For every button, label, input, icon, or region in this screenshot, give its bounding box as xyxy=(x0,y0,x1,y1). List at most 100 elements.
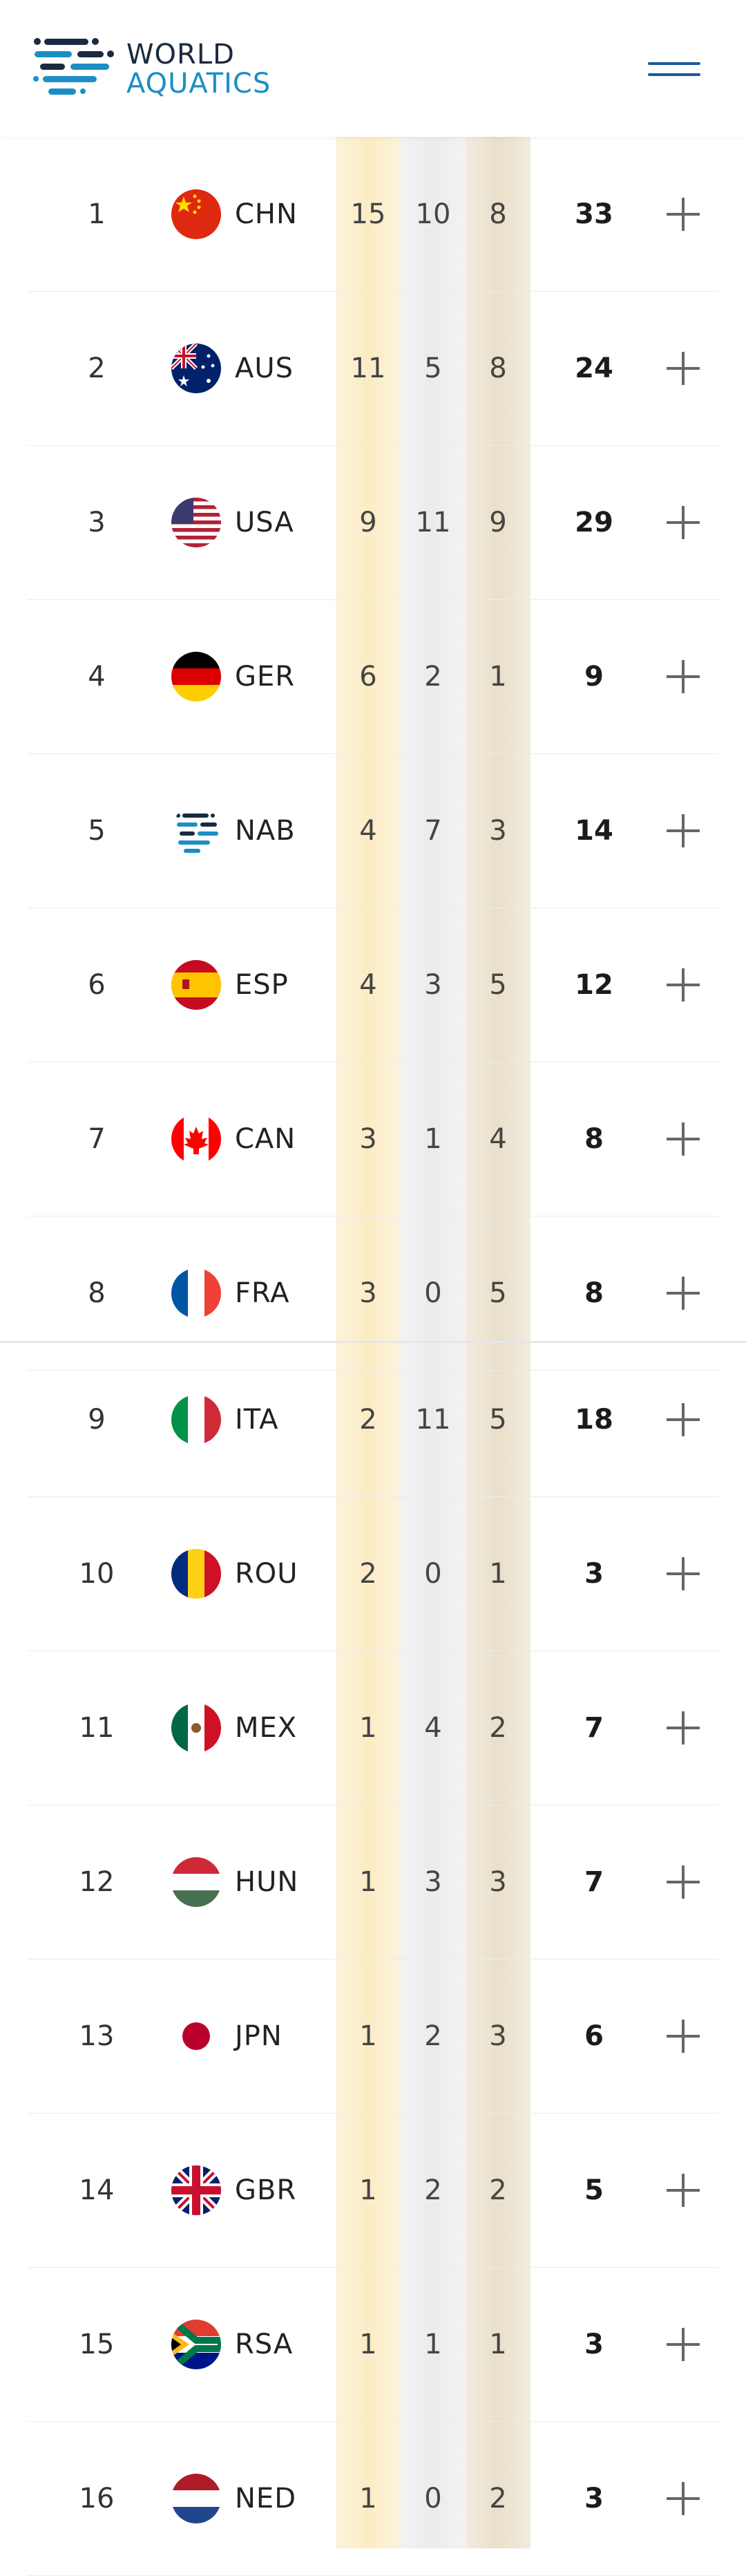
country-code: JPN xyxy=(235,2020,283,2052)
expand-plus-icon[interactable] xyxy=(667,1711,700,1745)
table-row[interactable]: 12 HUN 1 3 3 7 xyxy=(28,1805,718,1959)
expand-plus-icon[interactable] xyxy=(667,1557,700,1590)
table-row[interactable]: 6 ESP 4 3 5 12 xyxy=(28,908,718,1062)
gold-count: 2 xyxy=(359,1557,377,1590)
silver-count: 0 xyxy=(424,1277,442,1309)
silver-count: 2 xyxy=(424,2020,442,2052)
bronze-count: 4 xyxy=(489,1122,507,1155)
bronze-count: 8 xyxy=(489,352,507,384)
hun-flag-icon xyxy=(171,1856,221,1907)
table-row[interactable]: 7 CAN 3 1 4 8 xyxy=(28,1062,718,1216)
table-row[interactable]: 13 JPN 1 2 3 6 xyxy=(28,1959,718,2114)
expand-plus-icon[interactable] xyxy=(667,1865,700,1899)
total-count: 24 xyxy=(575,352,613,384)
silver-count: 1 xyxy=(424,1122,442,1155)
total-count: 3 xyxy=(584,1557,604,1590)
total-count: 29 xyxy=(575,506,613,538)
gbr-flag-icon xyxy=(171,2165,221,2215)
expand-plus-icon[interactable] xyxy=(667,2173,700,2207)
gold-count: 9 xyxy=(359,506,377,538)
brand-word-world: WORLD xyxy=(126,39,235,70)
rank-cell: 15 xyxy=(79,2328,115,2360)
silver-count: 11 xyxy=(415,1403,451,1436)
bronze-count: 9 xyxy=(489,506,507,538)
gold-count: 1 xyxy=(359,1711,377,1744)
silver-count: 7 xyxy=(424,814,442,847)
total-count: 14 xyxy=(575,814,613,847)
expand-plus-icon[interactable] xyxy=(667,814,700,847)
expand-plus-icon[interactable] xyxy=(667,2019,700,2053)
gold-count: 11 xyxy=(350,352,386,384)
country-code: CHN xyxy=(235,198,298,230)
total-count: 5 xyxy=(584,2174,604,2206)
ita-flag-icon xyxy=(171,1394,221,1445)
rou-flag-icon xyxy=(171,1548,221,1599)
aus-flag-icon xyxy=(171,343,221,393)
table-row[interactable]: 3 USA 9 11 9 29 xyxy=(28,445,718,600)
country-code: USA xyxy=(235,506,294,538)
table-row[interactable]: 14 GBR 1 2 2 5 xyxy=(28,2113,718,2268)
table-row[interactable]: 16 NED 1 0 2 3 xyxy=(28,2421,718,2576)
bronze-count: 2 xyxy=(489,1711,507,1744)
country-code: ROU xyxy=(235,1557,298,1590)
expand-plus-icon[interactable] xyxy=(667,2481,700,2515)
country-code: RSA xyxy=(235,2328,294,2360)
silver-count: 1 xyxy=(424,2328,442,2360)
total-count: 12 xyxy=(575,968,613,1001)
table-row[interactable]: 11 MEX 1 4 2 7 xyxy=(28,1651,718,1805)
rank-cell: 10 xyxy=(79,1557,115,1590)
country-code: MEX xyxy=(235,1711,298,1744)
expand-plus-icon[interactable] xyxy=(667,1276,700,1310)
country-code: GER xyxy=(235,660,296,693)
expand-plus-icon[interactable] xyxy=(667,197,700,231)
rank-cell: 5 xyxy=(88,814,106,847)
silver-count: 0 xyxy=(424,1557,442,1590)
rank-cell: 2 xyxy=(88,352,106,384)
total-count: 7 xyxy=(584,1865,604,1898)
table-row[interactable]: 9 ITA 2 11 5 18 xyxy=(28,1342,718,1497)
total-count: 6 xyxy=(584,2020,604,2052)
chn-flag-icon xyxy=(171,189,221,239)
expand-plus-icon[interactable] xyxy=(667,1402,700,1436)
silver-count: 3 xyxy=(424,1865,442,1898)
total-count: 3 xyxy=(584,2328,604,2360)
expand-plus-icon[interactable] xyxy=(667,2327,700,2361)
table-row[interactable]: 4 GER 6 2 1 9 xyxy=(28,599,718,754)
table-row[interactable]: 1 CHN 15 10 8 33 xyxy=(28,137,718,292)
bronze-count: 5 xyxy=(489,1403,507,1436)
mex-flag-icon xyxy=(171,1702,221,1753)
bronze-count: 1 xyxy=(489,660,507,693)
rank-cell: 14 xyxy=(79,2174,115,2206)
gold-count: 4 xyxy=(359,968,377,1001)
expand-plus-icon[interactable] xyxy=(667,968,700,1002)
table-row[interactable]: 10 ROU 2 0 1 3 xyxy=(28,1496,718,1651)
country-code: GBR xyxy=(235,2174,297,2206)
brand-name: WORLD AQUATICS xyxy=(126,40,271,98)
table-row[interactable]: 8 FRA 3 0 5 8 xyxy=(28,1216,718,1371)
bronze-count: 8 xyxy=(489,198,507,230)
expand-plus-icon[interactable] xyxy=(667,659,700,693)
silver-count: 3 xyxy=(424,968,442,1001)
country-code: NAB xyxy=(235,814,296,847)
country-code: HUN xyxy=(235,1865,299,1898)
world-aquatics-logo[interactable] xyxy=(33,33,116,102)
expand-plus-icon[interactable] xyxy=(667,505,700,539)
table-row[interactable]: 15 RSA 1 1 1 3 xyxy=(28,2267,718,2422)
bronze-count: 1 xyxy=(489,2328,507,2360)
table-row[interactable]: 5 NAB 4 7 3 14 xyxy=(28,753,718,908)
silver-count: 2 xyxy=(424,660,442,693)
gold-count: 3 xyxy=(359,1277,377,1309)
expand-plus-icon[interactable] xyxy=(667,1122,700,1156)
country-code: FRA xyxy=(235,1277,290,1309)
table-row[interactable]: 2 AUS 11 5 8 24 xyxy=(28,291,718,446)
total-count: 3 xyxy=(584,2482,604,2514)
rank-cell: 9 xyxy=(88,1403,106,1436)
rsa-flag-icon xyxy=(171,2319,221,2369)
silver-count: 2 xyxy=(424,2174,442,2206)
expand-plus-icon[interactable] xyxy=(667,351,700,385)
gold-count: 6 xyxy=(359,660,377,693)
country-code: ITA xyxy=(235,1403,279,1436)
nab-flag-icon xyxy=(171,805,221,856)
hamburger-menu-icon[interactable] xyxy=(648,58,700,82)
gold-count: 1 xyxy=(359,2020,377,2052)
